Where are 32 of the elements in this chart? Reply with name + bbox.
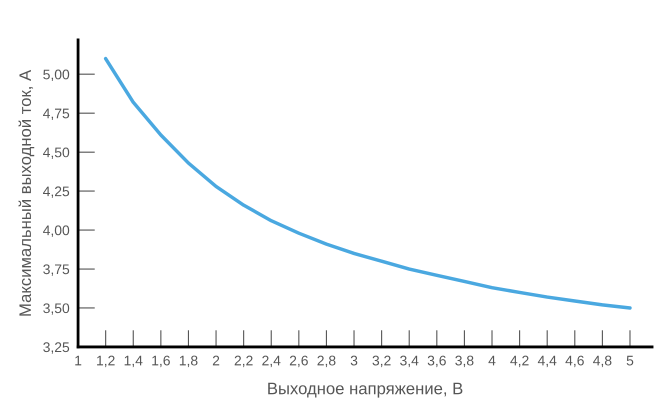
line-series xyxy=(104,56,632,310)
x-tick-label: 1,8 xyxy=(180,356,198,368)
x-tick-label: 3,2 xyxy=(372,356,391,368)
y-axis-title: Максимальный выходной ток, А xyxy=(18,70,34,316)
y-tick-label: 4,75 xyxy=(43,108,70,120)
x-tick-label: 1,4 xyxy=(124,356,143,368)
x-tick-label: 1 xyxy=(75,356,82,366)
x-tick-label: 3,6 xyxy=(428,356,446,368)
x-tick-label: 4,8 xyxy=(593,356,612,368)
x-tick-label: 2,6 xyxy=(290,356,308,368)
y-tick-label: 4,00 xyxy=(43,225,70,237)
x-tick-label: 2,8 xyxy=(317,356,336,368)
x-tick-label: 4,6 xyxy=(565,356,584,368)
y-tick-label: 3,75 xyxy=(43,264,70,276)
x-tick-label: 3,8 xyxy=(455,356,474,368)
y-tick-label: 3,50 xyxy=(43,303,70,315)
x-tick-label: 3,4 xyxy=(400,356,418,368)
y-tick-label: 5,00 xyxy=(43,70,70,82)
x-axis-title: Выходное напряжение, В xyxy=(268,382,462,398)
x-tick-label: 5 xyxy=(626,356,634,366)
y-tick-label: 4,25 xyxy=(43,186,70,198)
x-tick-label: 3 xyxy=(350,356,358,366)
x-tick-label: 1,2 xyxy=(97,356,115,368)
x-tick-label: 4,4 xyxy=(538,356,556,368)
y-tick-label: 3,25 xyxy=(43,342,70,354)
x-tick-label: 1,6 xyxy=(152,356,170,368)
y-tick-label: 4,50 xyxy=(43,147,70,159)
x-tick-label: 4,2 xyxy=(510,356,529,368)
x-tick-label: 2,2 xyxy=(234,356,253,368)
x-tick-label: 2,4 xyxy=(262,356,280,368)
x-tick-label: 4 xyxy=(488,356,496,366)
x-tick-label: 2 xyxy=(212,356,220,366)
